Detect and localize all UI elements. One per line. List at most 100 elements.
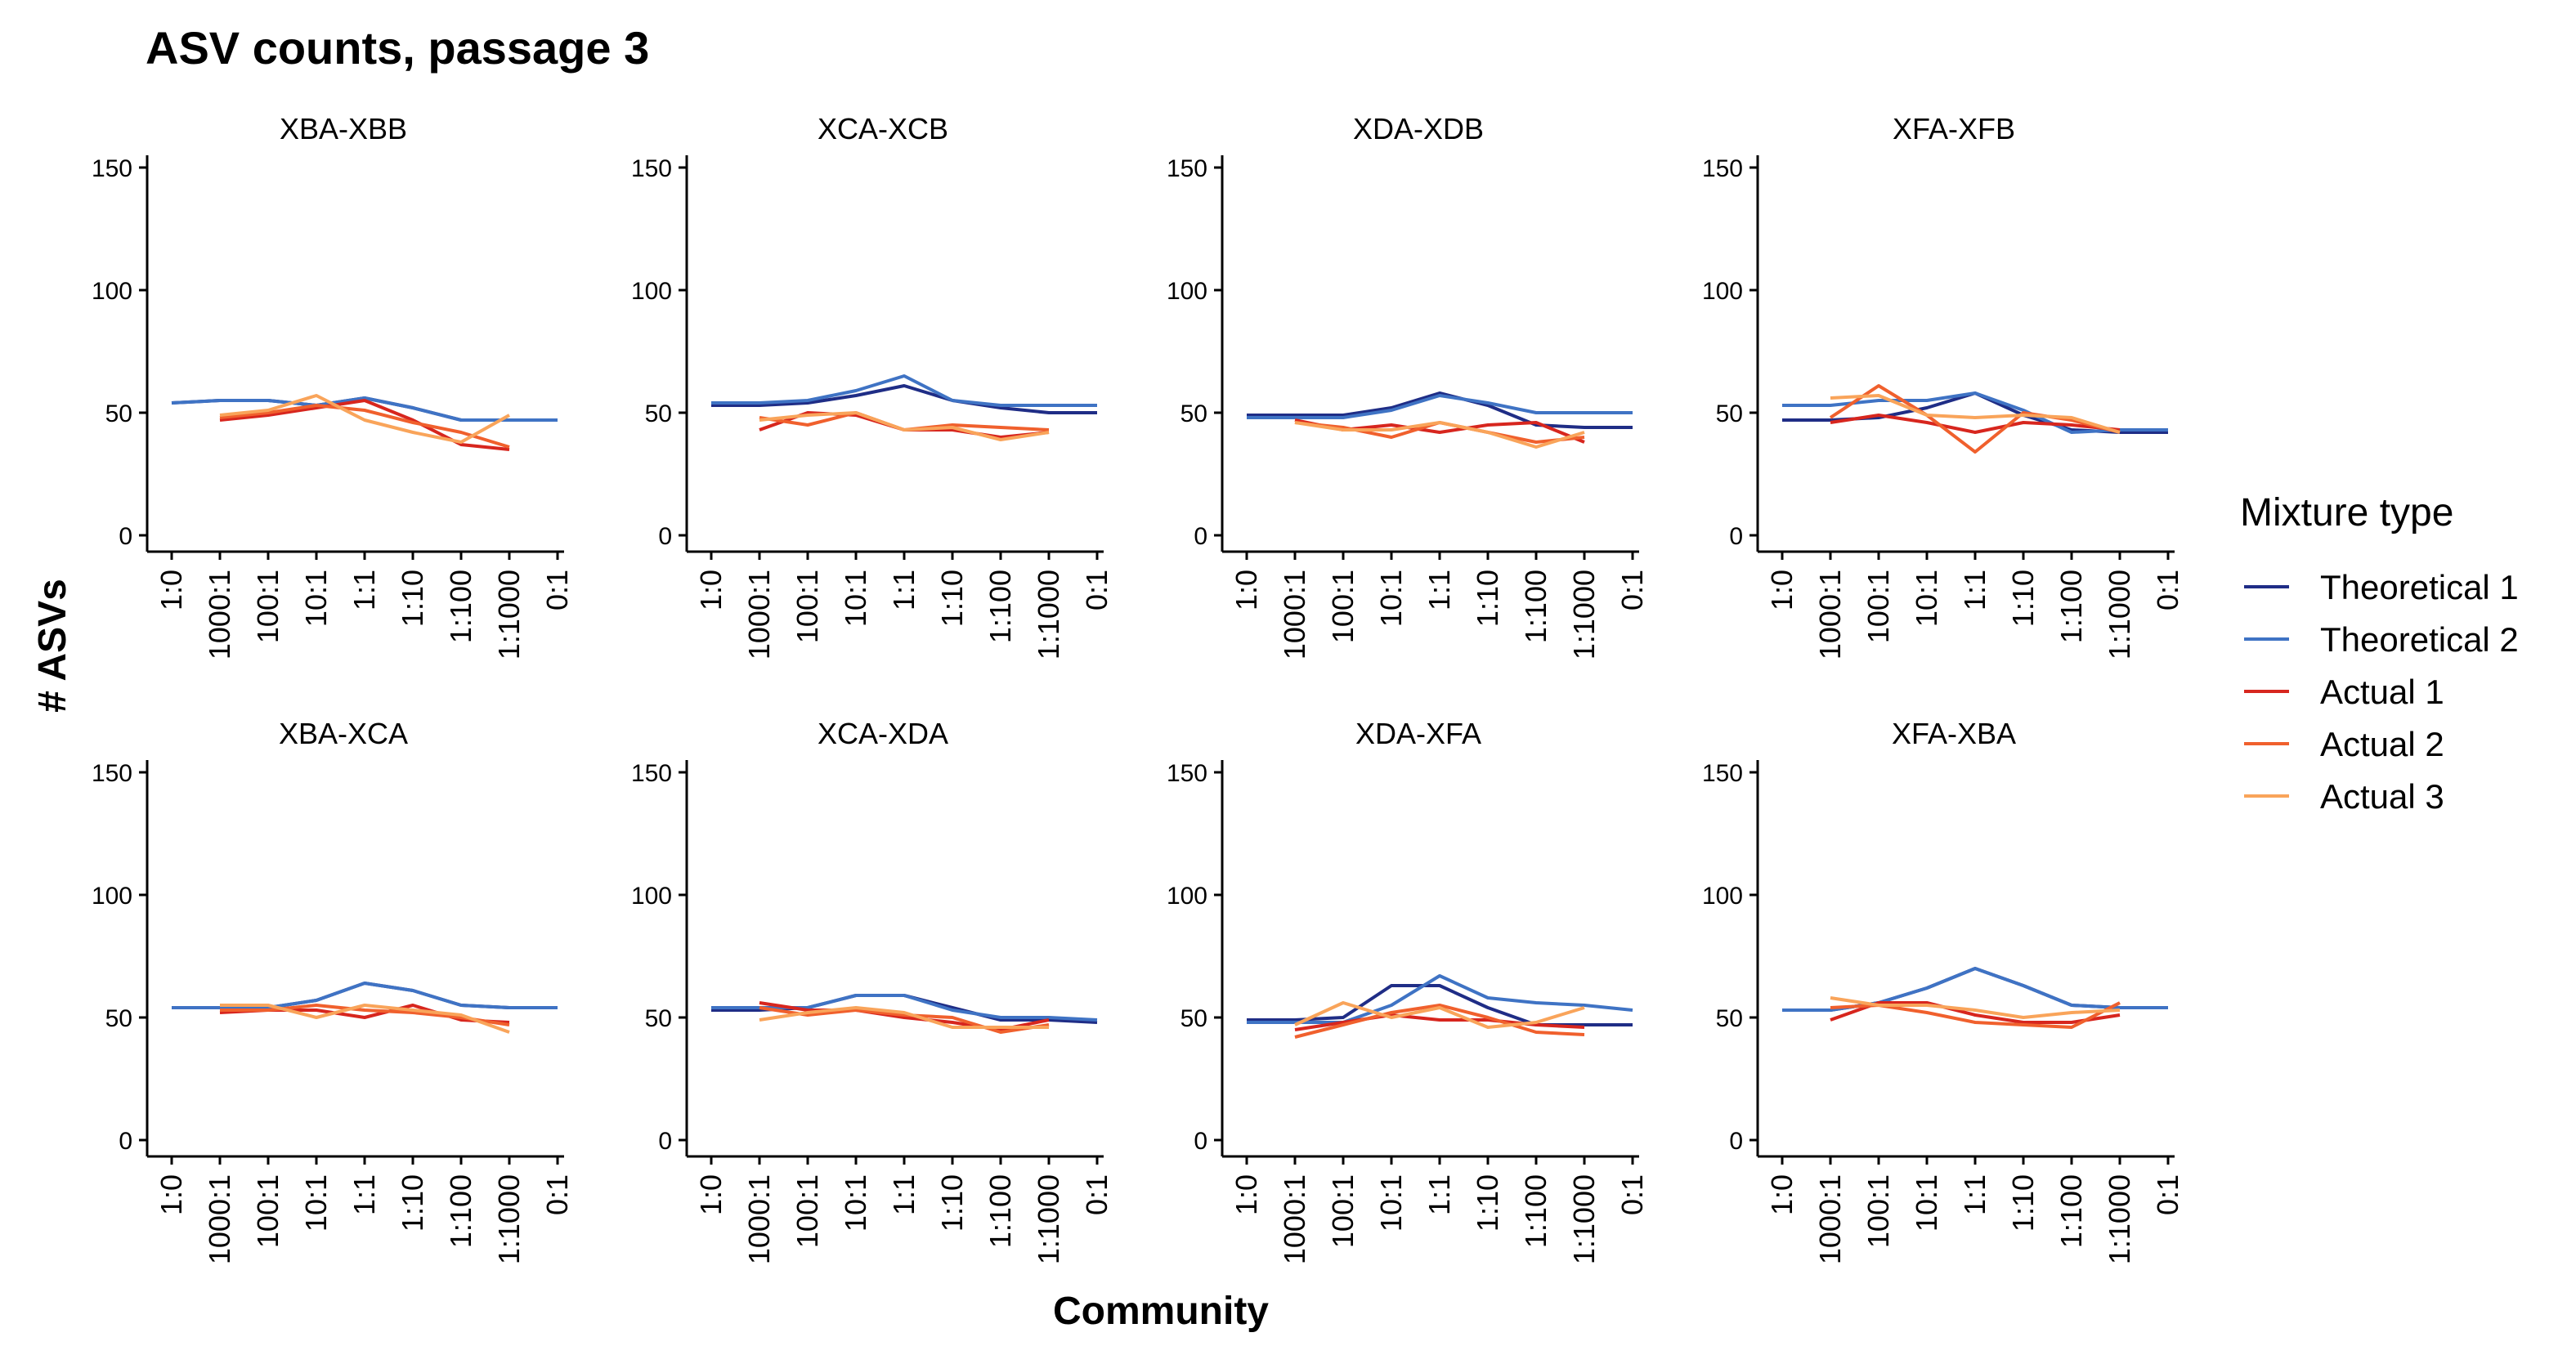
series-line bbox=[1294, 1004, 1585, 1039]
x-tick-label: 1:100 bbox=[2054, 1174, 2088, 1248]
series-line bbox=[1830, 1001, 2121, 1024]
series-line bbox=[759, 411, 1050, 441]
series-line bbox=[172, 982, 558, 1009]
series-line bbox=[1782, 391, 2168, 434]
x-tick-label: 100:1 bbox=[791, 1174, 824, 1248]
x-tick-label: 1:1000 bbox=[1032, 1174, 1065, 1264]
panel-title: XBA-XBB bbox=[280, 112, 407, 145]
x-tick-label: 1:0 bbox=[1765, 1174, 1799, 1215]
series-line bbox=[759, 1006, 1049, 1029]
y-tick-label: 100 bbox=[92, 883, 132, 910]
x-tick-label: 1000:1 bbox=[742, 570, 776, 660]
x-tick-label: 100:1 bbox=[791, 570, 824, 643]
x-tick-label: 1000:1 bbox=[1813, 570, 1847, 660]
x-tick-label: 1:100 bbox=[444, 1174, 477, 1248]
x-tick-label: 1:1 bbox=[347, 1174, 381, 1215]
x-tick-label: 0:1 bbox=[1615, 570, 1649, 610]
panel-title: XCA-XCB bbox=[818, 112, 948, 145]
y-tick-label: 150 bbox=[631, 760, 672, 787]
series-line bbox=[1830, 414, 2121, 434]
series-line bbox=[1829, 384, 2121, 454]
y-tick-label: 0 bbox=[119, 1128, 132, 1155]
y-tick-label: 0 bbox=[658, 1128, 672, 1155]
legend-label: Actual 1 bbox=[2320, 673, 2444, 711]
y-tick-label: 0 bbox=[1194, 1128, 1207, 1155]
facet-panel: XBA-XBB 0 50 100 150 1:0 1000:1 100:1 10:1 1:1 1:1… bbox=[92, 112, 574, 660]
x-tick-label: 1:10 bbox=[396, 1174, 429, 1232]
x-tick-label: 1:1 bbox=[1958, 1174, 1991, 1215]
x-tick-label: 1:1000 bbox=[1567, 1174, 1601, 1264]
x-tick-label: 1:1 bbox=[1422, 570, 1456, 610]
series-line bbox=[171, 396, 558, 422]
x-tick-label: 100:1 bbox=[1326, 1174, 1360, 1248]
legend-item: Theoretical 1 bbox=[2244, 568, 2519, 606]
panel-title: XFA-XFB bbox=[1893, 112, 2015, 145]
legend-label: Actual 2 bbox=[2320, 725, 2444, 763]
legend: Mixture type Theoretical 1 Theoretical 2 A… bbox=[2240, 491, 2519, 816]
x-tick-label: 1:10 bbox=[935, 570, 969, 627]
panel-title: XBA-XCA bbox=[279, 717, 408, 750]
series-line bbox=[219, 399, 510, 451]
y-tick-label: 100 bbox=[1702, 278, 1743, 305]
y-tick-label: 50 bbox=[1716, 1005, 1743, 1032]
series-line bbox=[1247, 974, 1633, 1024]
x-tick-label: 1:1000 bbox=[2103, 570, 2136, 660]
x-tick-label: 1:1000 bbox=[1567, 570, 1601, 660]
x-tick-label: 0:1 bbox=[1080, 570, 1113, 610]
x-tick-label: 1:1 bbox=[1422, 1174, 1456, 1215]
x-tick-label: 1:0 bbox=[1230, 570, 1263, 610]
legend-items: Theoretical 1 Theoretical 2 Actual 1 Actual… bbox=[2244, 568, 2519, 816]
x-tick-label: 1:100 bbox=[1519, 570, 1552, 643]
x-tick-label: 10:1 bbox=[1910, 570, 1943, 627]
series-line bbox=[220, 1004, 510, 1026]
y-tick-label: 100 bbox=[631, 883, 672, 910]
legend-item: Actual 1 bbox=[2244, 673, 2444, 711]
series-line bbox=[1830, 394, 2121, 434]
x-tick-label: 1:1000 bbox=[1032, 570, 1065, 660]
y-tick-label: 100 bbox=[1167, 883, 1207, 910]
x-tick-label: 100:1 bbox=[1326, 570, 1360, 643]
x-tick-label: 10:1 bbox=[299, 570, 333, 627]
x-tick-label: 1000:1 bbox=[1813, 1174, 1847, 1264]
series-line bbox=[1294, 1013, 1585, 1031]
series-line bbox=[711, 994, 1098, 1022]
legend-label: Theoretical 1 bbox=[2320, 568, 2519, 606]
x-axis-title: Community bbox=[1053, 1290, 1269, 1333]
x-tick-label: 1:0 bbox=[155, 1174, 188, 1215]
legend-title: Mixture type bbox=[2240, 491, 2453, 534]
x-tick-label: 1:10 bbox=[2006, 570, 2040, 627]
x-tick-label: 1:1 bbox=[887, 570, 921, 610]
x-tick-label: 1:100 bbox=[983, 570, 1017, 643]
facet-panel: XDA-XFA 0 50 100 150 1:0 1000:1 100:1 10:1 1:1 1:1… bbox=[1167, 717, 1649, 1264]
y-tick-label: 150 bbox=[631, 155, 672, 182]
panel-title: XDA-XDB bbox=[1353, 112, 1484, 145]
x-tick-label: 1:1 bbox=[887, 1174, 921, 1215]
x-tick-label: 0:1 bbox=[1615, 1174, 1649, 1215]
series-line bbox=[759, 1006, 1050, 1034]
series-line bbox=[1247, 394, 1633, 419]
y-tick-label: 0 bbox=[658, 523, 672, 550]
y-tick-label: 50 bbox=[1180, 400, 1207, 427]
x-tick-label: 1:100 bbox=[1519, 1174, 1552, 1248]
x-tick-label: 1:0 bbox=[694, 1174, 728, 1215]
series-line bbox=[219, 404, 510, 449]
x-tick-label: 1:10 bbox=[935, 1174, 969, 1232]
x-tick-label: 10:1 bbox=[839, 570, 872, 627]
series-line bbox=[711, 374, 1097, 407]
x-tick-label: 1:1000 bbox=[492, 570, 526, 660]
x-tick-label: 10:1 bbox=[299, 1174, 333, 1232]
y-tick-label: 50 bbox=[105, 1005, 132, 1032]
y-tick-label: 100 bbox=[92, 278, 132, 305]
series-line bbox=[1830, 996, 2121, 1019]
x-tick-label: 1:0 bbox=[694, 570, 728, 610]
y-tick-label: 150 bbox=[1167, 155, 1207, 182]
x-tick-label: 1:1 bbox=[1958, 570, 1991, 610]
panel-title: XCA-XDA bbox=[818, 717, 948, 750]
x-tick-label: 1:10 bbox=[2006, 1174, 2040, 1232]
x-tick-label: 1:0 bbox=[155, 570, 188, 610]
facet-panel: XCA-XCB 0 50 100 150 1:0 1000:1 100:1 10:1 1:1 1:1… bbox=[631, 112, 1113, 660]
y-tick-label: 150 bbox=[1702, 760, 1743, 787]
x-tick-label: 1:1000 bbox=[2103, 1174, 2136, 1264]
x-tick-label: 1:100 bbox=[983, 1174, 1017, 1248]
